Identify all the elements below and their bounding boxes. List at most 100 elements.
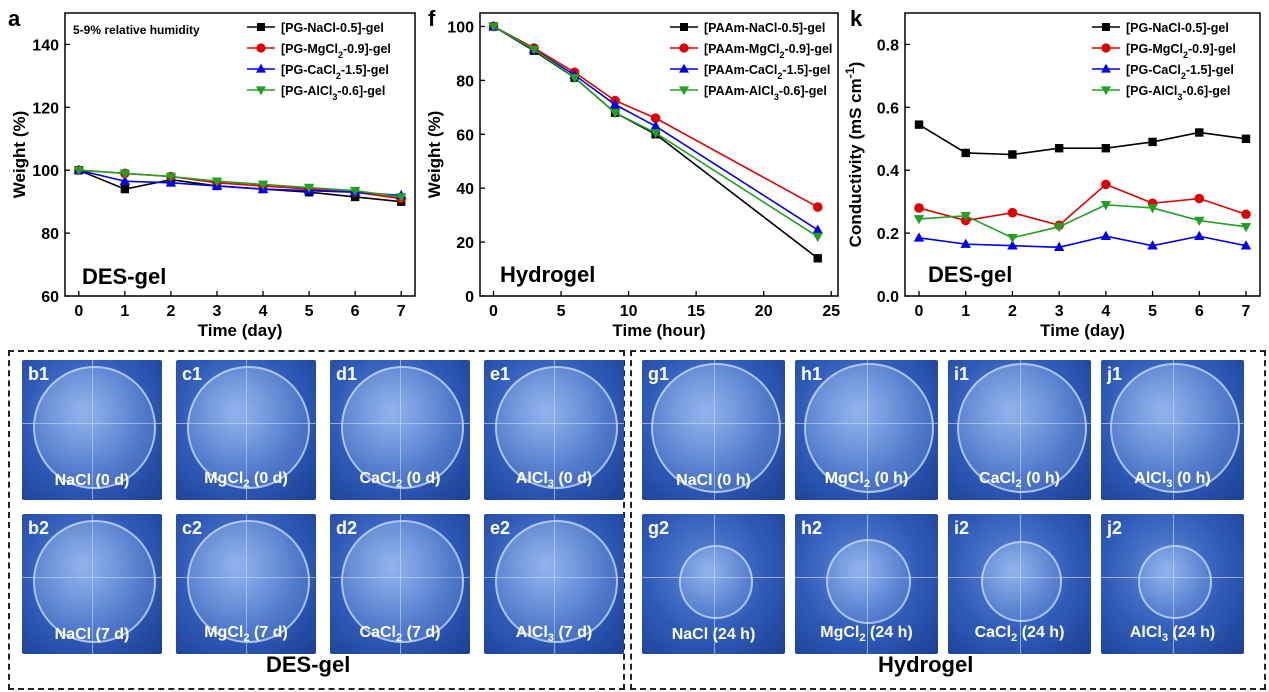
x-tick-label: 4 <box>1101 303 1110 320</box>
legend-label: [PG-CaCl2​-1.5]-gel <box>281 63 389 81</box>
tile-tag: g1 <box>648 364 670 384</box>
series-line <box>493 25 819 238</box>
data-point <box>120 184 130 194</box>
data-point <box>1195 128 1204 137</box>
tile-tag: h2 <box>801 518 823 538</box>
data-point <box>914 120 924 129</box>
legend-marker <box>680 23 688 31</box>
gel-disc <box>494 366 618 490</box>
tile-caption: NaCl (0 h) <box>676 472 751 489</box>
legend-label: [PAAm-AlCl3​-0.6]-gel <box>704 84 827 102</box>
tile-tag: d1 <box>336 364 358 384</box>
legend-marker <box>1101 86 1111 96</box>
data-point <box>1008 150 1017 159</box>
legend-marker <box>257 23 265 31</box>
tile-tag: b2 <box>28 518 50 538</box>
tile-tag: g2 <box>648 518 670 538</box>
data-point <box>1053 241 1065 252</box>
legend-marker <box>256 43 266 53</box>
y-tick-label: 0.6 <box>877 100 899 117</box>
tile-caption: NaCl (0 d) <box>54 472 130 489</box>
y-tick-label: 60 <box>41 289 59 306</box>
data-point <box>488 22 499 32</box>
gel-disc <box>186 520 310 644</box>
tile-tag: e2 <box>490 518 511 538</box>
tile-caption: AlCl3 (7 d) <box>515 623 593 644</box>
data-point <box>1240 240 1252 250</box>
data-point <box>1007 207 1018 218</box>
photo-tile-h1: h1 MgCl2 (0 h) <box>795 360 938 500</box>
des-gel-group <box>8 350 625 690</box>
gel-disc <box>186 366 310 490</box>
series-line <box>493 25 819 259</box>
x-tick-label: 5 <box>1148 303 1157 320</box>
y-tick-label: 100 <box>32 163 59 180</box>
chart-f: f 0 5 10 15 20 25 0 20 40 60 80 100 Time (hour) Weight… <box>425 6 840 340</box>
x-tick-label: 5 <box>557 303 566 320</box>
x-tick-label: 1 <box>961 303 970 320</box>
data-point <box>913 232 925 242</box>
y-tick-label: 0.4 <box>877 163 899 180</box>
gel-disc <box>1109 362 1240 493</box>
photo-tile-g2: g2 NaCl (24 h) <box>642 514 785 654</box>
y-tick-label: 0.2 <box>877 226 899 243</box>
tile-caption: CaCl2 (0 h) <box>979 469 1060 490</box>
photo-tile-d2: d2 CaCl2 (7 d) <box>330 514 470 654</box>
tile-tag: j1 <box>1107 364 1123 384</box>
gel-disc <box>803 362 934 493</box>
legend-marker <box>256 86 266 96</box>
gel-disc <box>494 520 618 644</box>
x-tick-label: 1 <box>120 303 129 320</box>
x-tick-label: 3 <box>1055 303 1064 320</box>
data-point <box>650 120 661 130</box>
data-point <box>119 175 131 186</box>
corner-label: Hydrogel <box>500 262 595 287</box>
legend-marker <box>679 86 689 96</box>
y-tick-label: 0.8 <box>877 37 899 54</box>
data-point <box>1241 134 1251 143</box>
gel-disc <box>32 520 156 644</box>
tile-tag: d2 <box>336 518 358 538</box>
tile-tag: j2 <box>1107 518 1123 538</box>
tile-tag: h1 <box>801 364 823 384</box>
data-point <box>609 108 621 119</box>
legend-marker <box>679 43 689 53</box>
panel-label: k <box>850 6 863 31</box>
y-tick-label: 60 <box>456 127 474 144</box>
legend-label: [PG-NaCl-0.5]-gel <box>281 21 384 35</box>
data-point <box>913 215 925 225</box>
data-point <box>1194 216 1205 226</box>
gel-disc <box>981 541 1062 623</box>
group-title: DES-gel <box>260 652 357 678</box>
data-point <box>1101 179 1111 190</box>
data-point <box>1194 230 1205 241</box>
data-point <box>650 113 661 123</box>
hydrogel-group <box>630 350 1266 690</box>
data-point <box>1148 137 1157 147</box>
gel-disc <box>650 362 781 493</box>
y-tick-label: 120 <box>32 100 59 117</box>
data-point <box>1007 234 1018 244</box>
photo-tile-b1: b1 NaCl (0 d) <box>22 360 162 500</box>
photo-tile-e1: e1 AlCl3 (0 d) <box>484 360 624 500</box>
chart-k: k 0 1 2 3 4 5 6 7 0.0 0.2 0.4 0.6 0.8 Time (day) Conduc… <box>843 6 1261 340</box>
series-line <box>918 235 1247 249</box>
legend-label: [PG-NaCl-0.5]-gel <box>1126 21 1229 35</box>
legend-label: [PG-MgCl2​-0.9]-gel <box>281 42 391 60</box>
photo-tile-i1: i1 CaCl2 (0 h) <box>948 360 1091 500</box>
x-tick-label: 0 <box>74 303 83 320</box>
photo-tile-g1: g1 NaCl (0 h) <box>642 360 785 500</box>
data-point <box>257 180 269 190</box>
panel-label: f <box>428 6 436 31</box>
data-point <box>1147 240 1158 250</box>
data-point <box>1241 209 1251 220</box>
y-tick-label: 0 <box>465 289 474 306</box>
gel-disc <box>340 366 464 490</box>
tile-caption: MgCl2 (7 d) <box>204 623 288 644</box>
data-point <box>1007 240 1018 250</box>
x-tick-label: 15 <box>687 303 705 320</box>
x-tick-label: 5 <box>305 303 314 320</box>
data-point <box>1100 230 1112 241</box>
x-tick-label: 6 <box>351 303 360 320</box>
photo-tile-j2: j2 AlCl3 (24 h) <box>1101 514 1244 654</box>
